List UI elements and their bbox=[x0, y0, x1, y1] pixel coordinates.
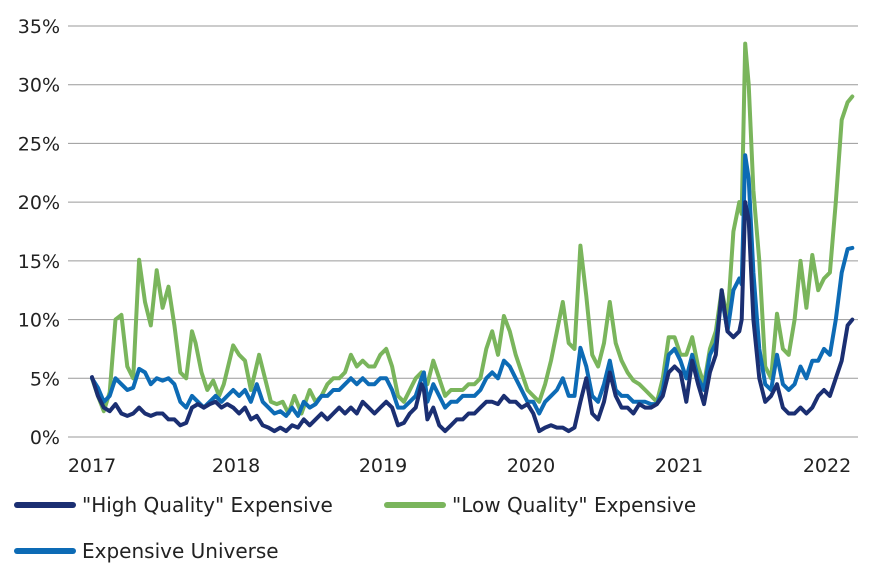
y-tick-label: 30% bbox=[18, 75, 60, 97]
x-tick-label: 2018 bbox=[212, 455, 260, 477]
legend-label-expensive-universe: Expensive Universe bbox=[82, 539, 279, 563]
line-chart: 0%5%10%15%20%25%30%35% 2017 2018 2019 2020 2… bbox=[18, 16, 858, 477]
y-tick-label: 20% bbox=[18, 192, 60, 214]
x-tick-label: 2017 bbox=[68, 455, 116, 477]
x-tick-label: 2021 bbox=[655, 455, 703, 477]
legend-item-expensive-universe: Expensive Universe bbox=[14, 539, 279, 563]
x-tick-label: 2020 bbox=[507, 455, 555, 477]
legend-swatch-expensive-universe bbox=[14, 548, 76, 554]
legend-item-high-quality: "High Quality" Expensive bbox=[14, 493, 333, 517]
series-lines bbox=[90, 41, 855, 434]
x-axis-labels: 2017 2018 2019 2020 2021 2022 bbox=[68, 455, 851, 477]
series-line-1 bbox=[90, 153, 855, 418]
y-tick-label: 35% bbox=[18, 16, 60, 38]
legend-swatch-low-quality bbox=[384, 502, 446, 508]
y-tick-label: 25% bbox=[18, 133, 60, 155]
y-tick-label: 10% bbox=[18, 310, 60, 332]
y-tick-label: 0% bbox=[30, 427, 60, 449]
x-tick-label: 2019 bbox=[359, 455, 407, 477]
legend-swatch-high-quality bbox=[14, 502, 76, 508]
y-tick-label: 5% bbox=[30, 368, 60, 390]
series-line-0 bbox=[90, 41, 855, 416]
legend-label-low-quality: "Low Quality" Expensive bbox=[452, 493, 697, 517]
series-line-2 bbox=[90, 200, 855, 434]
legend-item-low-quality: "Low Quality" Expensive bbox=[384, 493, 696, 517]
y-axis-labels: 0% 5% 10% 15% 20% 25% 30% 35% bbox=[18, 16, 60, 449]
legend-label-high-quality: "High Quality" Expensive bbox=[82, 493, 333, 517]
y-tick-label: 15% bbox=[18, 251, 60, 273]
x-tick-label: 2022 bbox=[803, 455, 851, 477]
gridlines bbox=[68, 25, 858, 438]
